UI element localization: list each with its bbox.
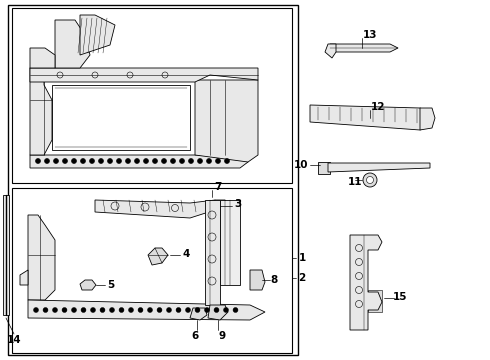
- Circle shape: [72, 307, 76, 312]
- Circle shape: [167, 307, 172, 312]
- Circle shape: [195, 307, 200, 312]
- Circle shape: [189, 158, 194, 163]
- Text: 12: 12: [371, 102, 385, 112]
- Polygon shape: [195, 80, 258, 162]
- Polygon shape: [205, 200, 220, 305]
- Polygon shape: [208, 305, 228, 320]
- Polygon shape: [420, 108, 435, 130]
- Polygon shape: [28, 300, 265, 320]
- Circle shape: [107, 158, 113, 163]
- Circle shape: [206, 158, 212, 163]
- Bar: [368, 290, 382, 312]
- Circle shape: [80, 158, 85, 163]
- Bar: [8, 5, 298, 355]
- Text: 6: 6: [192, 331, 198, 341]
- Circle shape: [62, 307, 67, 312]
- Circle shape: [224, 158, 229, 163]
- Text: 3: 3: [234, 199, 242, 209]
- Circle shape: [223, 307, 228, 312]
- Circle shape: [134, 158, 140, 163]
- Text: 5: 5: [107, 280, 115, 290]
- Circle shape: [35, 158, 41, 163]
- Circle shape: [43, 307, 48, 312]
- Circle shape: [91, 307, 96, 312]
- Polygon shape: [55, 20, 90, 68]
- Circle shape: [138, 307, 143, 312]
- Circle shape: [179, 158, 185, 163]
- Text: 15: 15: [393, 292, 407, 302]
- Circle shape: [63, 158, 68, 163]
- Bar: [215, 95, 233, 117]
- Circle shape: [45, 158, 49, 163]
- Circle shape: [176, 307, 181, 312]
- Text: 7: 7: [214, 182, 221, 192]
- Polygon shape: [30, 68, 52, 155]
- Polygon shape: [220, 200, 240, 285]
- Polygon shape: [328, 44, 398, 52]
- Circle shape: [53, 158, 58, 163]
- Bar: [12, 188, 292, 353]
- Circle shape: [128, 307, 133, 312]
- Circle shape: [81, 307, 86, 312]
- Circle shape: [216, 158, 220, 163]
- Polygon shape: [250, 270, 265, 290]
- Circle shape: [171, 158, 175, 163]
- Circle shape: [144, 158, 148, 163]
- Circle shape: [204, 307, 210, 312]
- Polygon shape: [20, 270, 28, 285]
- Circle shape: [367, 176, 373, 184]
- Polygon shape: [95, 200, 215, 218]
- Circle shape: [214, 307, 219, 312]
- Polygon shape: [325, 44, 336, 58]
- Circle shape: [72, 158, 76, 163]
- Bar: [318, 162, 330, 174]
- Circle shape: [90, 158, 95, 163]
- Polygon shape: [80, 280, 96, 290]
- Polygon shape: [30, 48, 55, 68]
- Circle shape: [186, 307, 191, 312]
- Polygon shape: [350, 235, 382, 330]
- Text: 8: 8: [270, 275, 278, 285]
- Text: 4: 4: [182, 249, 190, 259]
- Polygon shape: [30, 155, 248, 168]
- Circle shape: [117, 158, 122, 163]
- Text: 10: 10: [294, 160, 308, 170]
- Polygon shape: [80, 15, 115, 55]
- Circle shape: [119, 307, 124, 312]
- Circle shape: [197, 158, 202, 163]
- Circle shape: [363, 173, 377, 187]
- Circle shape: [98, 158, 103, 163]
- Polygon shape: [190, 308, 207, 320]
- Circle shape: [233, 307, 238, 312]
- Polygon shape: [28, 215, 55, 300]
- Circle shape: [52, 307, 57, 312]
- Bar: [52, 85, 190, 150]
- Text: 11: 11: [348, 177, 363, 187]
- Circle shape: [147, 307, 152, 312]
- Polygon shape: [215, 200, 230, 215]
- Text: 2: 2: [298, 273, 306, 283]
- Polygon shape: [148, 248, 168, 265]
- Circle shape: [100, 307, 105, 312]
- Text: 14: 14: [7, 335, 21, 345]
- Circle shape: [125, 158, 130, 163]
- Bar: [12, 8, 292, 183]
- Circle shape: [157, 307, 162, 312]
- Circle shape: [33, 307, 39, 312]
- Polygon shape: [328, 163, 430, 172]
- Bar: [215, 125, 233, 143]
- Polygon shape: [3, 195, 9, 315]
- Polygon shape: [30, 68, 258, 82]
- Circle shape: [162, 158, 167, 163]
- Circle shape: [152, 158, 157, 163]
- Text: 9: 9: [219, 331, 225, 341]
- Text: 13: 13: [363, 30, 377, 40]
- Text: 1: 1: [298, 253, 306, 263]
- Circle shape: [109, 307, 115, 312]
- Polygon shape: [310, 105, 430, 130]
